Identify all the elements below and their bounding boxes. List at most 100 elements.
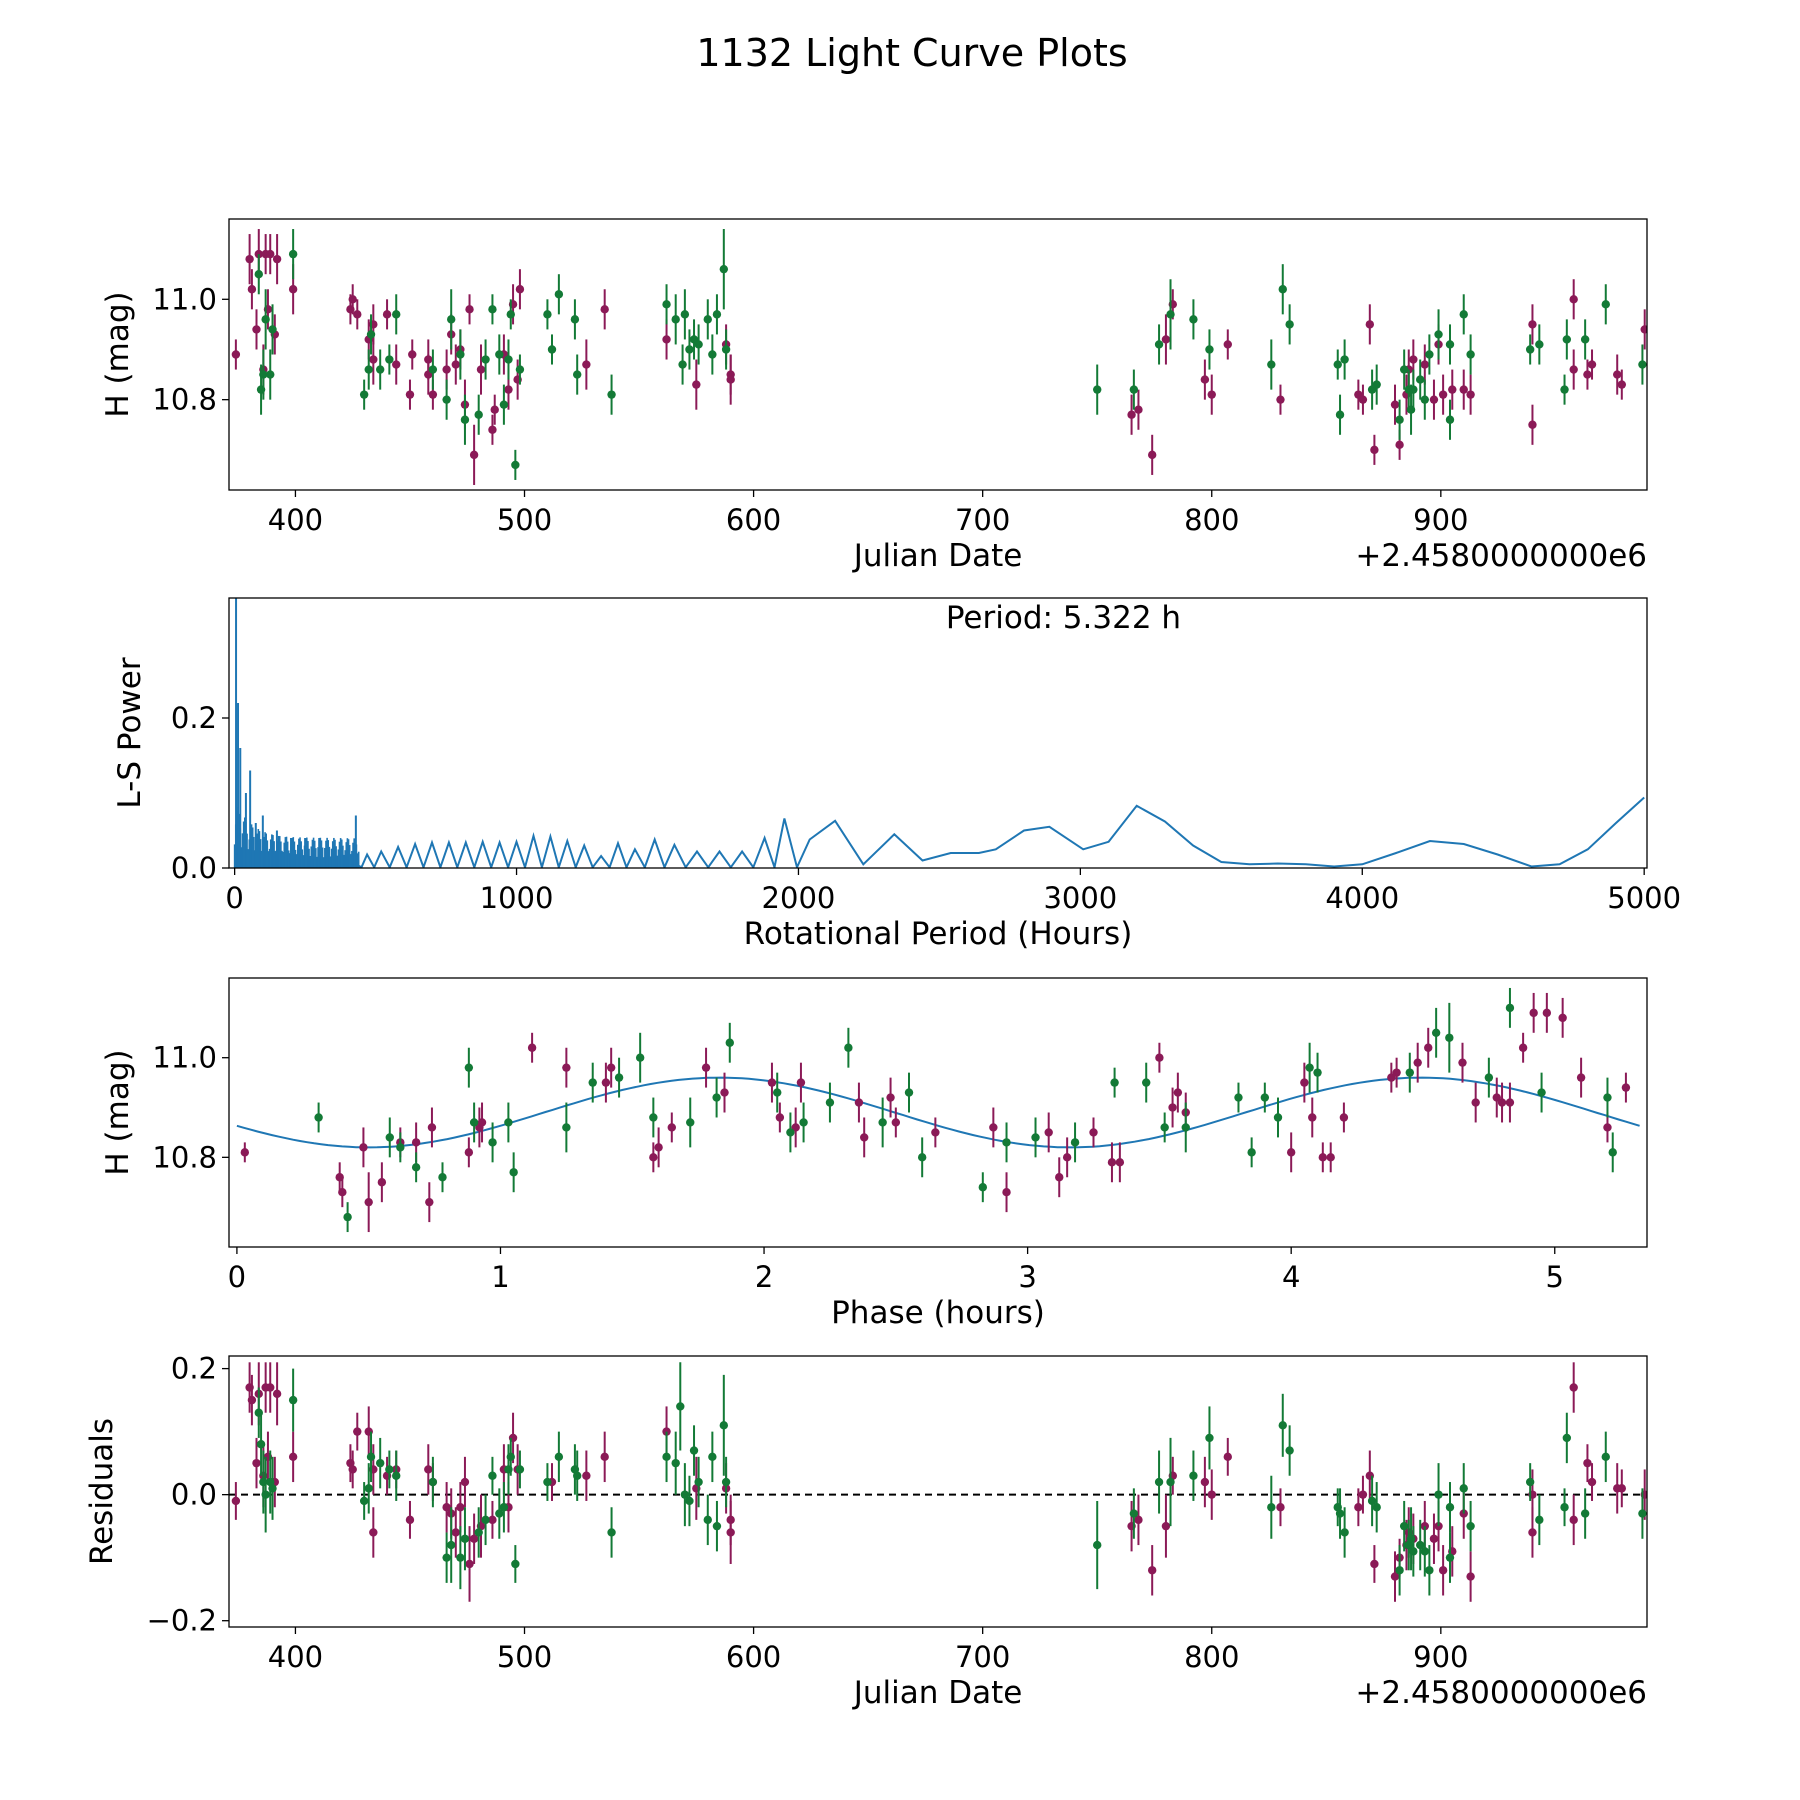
residuals-data-point: [1154, 1477, 1164, 1487]
residuals-y-tick-label: 0.0: [171, 1478, 217, 1512]
phase-folded-series-filter-2: [314, 987, 1617, 1233]
light-curve-data-point: [353, 310, 362, 319]
residuals-data-point: [1562, 1433, 1572, 1443]
figure-title: 1132 Light Curve Plots: [696, 31, 1127, 75]
light-curve-x-tick-label: 700: [955, 503, 1010, 537]
residuals-data-point: [385, 1465, 394, 1474]
periodogram-x-tick-label: 3000: [1043, 881, 1117, 915]
phase-folded-x-tick-label: 0: [228, 1260, 246, 1294]
light-curve-data-point: [1276, 395, 1285, 404]
phase-folded-data-point: [427, 1123, 437, 1132]
light-curve-data-point: [547, 345, 557, 354]
residuals-data-point: [1420, 1547, 1429, 1556]
residuals-data-point: [268, 1484, 277, 1493]
light-curve-data-point: [1093, 385, 1102, 394]
phase-folded-data-point: [720, 1088, 729, 1097]
phase-folded-data-point: [1300, 1078, 1309, 1087]
residuals-data-point: [1425, 1566, 1434, 1575]
phase-folded-data-point: [1260, 1093, 1270, 1102]
light-curve-data-point: [247, 285, 257, 294]
residuals-data-point: [1525, 1477, 1535, 1487]
residuals-data-point: [1459, 1484, 1468, 1493]
phase-folded-data-point: [886, 1093, 895, 1102]
residuals-series-filter-2: [254, 1362, 1647, 1596]
light-curve-data-point: [1528, 420, 1537, 429]
phase-folded-data-point: [1142, 1078, 1151, 1087]
light-curve-data-point: [1390, 400, 1400, 409]
light-curve-data-point: [1365, 320, 1375, 329]
light-curve-data-point: [692, 380, 701, 389]
light-curve-data-point: [392, 310, 401, 319]
phase-folded-data-point: [1168, 1103, 1177, 1112]
light-curve-data-point: [1587, 360, 1597, 369]
light-curve-data-point: [726, 375, 735, 384]
residuals-data-point: [515, 1465, 525, 1474]
periodogram-y-tick-label: 0.0: [171, 851, 217, 885]
residuals-data-point: [1466, 1521, 1475, 1531]
light-curve-data-point: [1409, 385, 1418, 394]
phase-folded-data-point: [1070, 1138, 1080, 1147]
periodogram-y-axis-label: L-S Power: [112, 657, 148, 808]
residuals-data-point: [712, 1521, 722, 1531]
light-curve-data-point: [428, 390, 438, 399]
residuals-data-point: [607, 1528, 616, 1537]
phase-folded-data-point: [1458, 1058, 1467, 1067]
phase-folded-data-point: [364, 1197, 373, 1207]
light-curve-data-point: [451, 360, 460, 369]
residuals-data-point: [1207, 1490, 1216, 1499]
residuals-data-point: [392, 1471, 401, 1480]
phase-folded-data-point: [359, 1143, 368, 1152]
residuals-data-point: [726, 1528, 735, 1537]
residuals-data-point: [511, 1559, 520, 1569]
residuals-data-point: [460, 1477, 470, 1487]
light-curve-data-point: [582, 360, 591, 369]
phase-folded-panel: 0 1 2 3 4 5 10.8 11.0 Phase (hours) H (mag): [100, 977, 1648, 1331]
residuals-data-point: [1354, 1503, 1363, 1512]
periodogram-x-tick-label: 1000: [480, 881, 554, 915]
phase-folded-data-point: [1471, 1098, 1480, 1107]
light-curve-data-point: [1445, 340, 1455, 349]
light-curve-data-point: [272, 254, 282, 264]
light-curve-data-point: [554, 290, 564, 299]
residuals-data-point: [721, 1477, 731, 1487]
phase-folded-data-point: [1173, 1088, 1183, 1097]
light-curve-data-point: [1205, 345, 1214, 354]
residuals-y-axis-label: Residuals: [84, 1418, 120, 1565]
residuals-data-point: [1285, 1446, 1294, 1455]
phase-folded-data-point: [1431, 1028, 1441, 1037]
phase-folded-data-point: [411, 1163, 421, 1172]
periodogram-x-tick-label: 4000: [1325, 881, 1399, 915]
residuals-data-point: [680, 1490, 690, 1499]
phase-folded-data-point: [464, 1063, 474, 1072]
light-curve-data-point: [268, 325, 277, 334]
residuals-data-point: [1580, 1509, 1590, 1518]
phase-folded-data-point: [891, 1118, 901, 1127]
residuals-data-point: [1390, 1572, 1400, 1581]
light-curve-data-point: [369, 355, 378, 364]
light-curve-x-tick-label: 900: [1413, 503, 1468, 537]
light-curve-data-point: [1459, 385, 1468, 394]
phase-folded-y-axis-label: H (mag): [100, 1049, 136, 1175]
residuals-y-tick-label: 0.2: [171, 1352, 217, 1386]
residuals-data-point: [1278, 1421, 1287, 1430]
light-curve-data-point: [1285, 320, 1294, 329]
phase-folded-data-point: [1055, 1173, 1064, 1182]
residuals-data-point: [456, 1503, 465, 1512]
light-curve-data-point: [721, 345, 731, 354]
residuals-data-point: [272, 1389, 282, 1399]
light-curve-data-point: [488, 425, 497, 434]
light-curve-data-point: [1601, 300, 1610, 309]
light-curve-data-point: [1340, 355, 1349, 364]
light-curve-data-point: [261, 315, 270, 324]
periodogram-frame: [228, 597, 1648, 869]
residuals-data-point: [369, 1528, 378, 1537]
light-curve-data-point: [1335, 410, 1345, 419]
phase-folded-data-point: [667, 1123, 676, 1132]
phase-folded-data-point: [1603, 1123, 1612, 1132]
periodogram-x-axis-label: Rotational Period (Hours): [744, 916, 1133, 952]
light-curve-data-point: [1420, 395, 1429, 404]
light-curve-data-point: [1617, 380, 1627, 389]
residuals-data-point: [442, 1503, 451, 1512]
light-curve-data-point: [1445, 415, 1455, 424]
light-curve-data-point: [1333, 360, 1342, 369]
